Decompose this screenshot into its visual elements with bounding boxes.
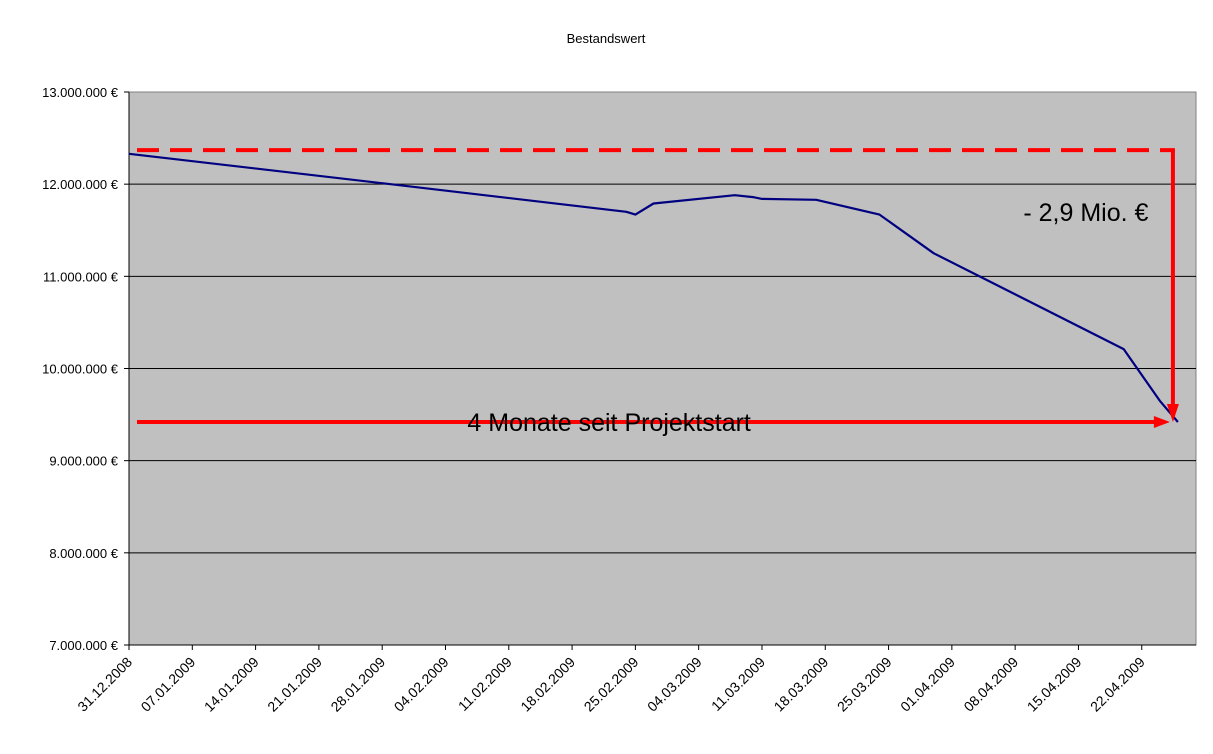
x-tick-label: 25.02.2009 xyxy=(581,654,642,715)
chart-title: Bestandswert xyxy=(567,31,646,46)
x-tick-label: 21.01.2009 xyxy=(264,654,325,715)
y-tick-label: 13.000.000 € xyxy=(42,85,119,100)
x-tick-label: 22.04.2009 xyxy=(1087,654,1148,715)
duration-arrow-head xyxy=(1153,415,1170,428)
y-tick-label: 8.000.000 € xyxy=(49,546,118,561)
y-tick-label: 7.000.000 € xyxy=(49,638,118,653)
annotations-layer: 4 Monate seit Projektstart - 2,9 Mio. € xyxy=(137,148,1179,437)
x-tick-label: 25.03.2009 xyxy=(834,654,895,715)
x-tick-label: 04.03.2009 xyxy=(644,654,705,715)
series-line xyxy=(128,152,1179,423)
duration-annotation: 4 Monate seit Projektstart xyxy=(467,409,751,437)
x-tick-label: 11.02.2009 xyxy=(455,654,515,714)
x-axis-ticks: 31.12.2008 07.01.2009 14.01.2009 21.01.2009… xyxy=(74,644,1196,715)
y-tick-label: 12.000.000 € xyxy=(42,177,119,192)
x-tick-label: 07.01.2009 xyxy=(138,654,199,715)
x-tick-label: 15.04.2009 xyxy=(1024,654,1085,715)
x-tick-label: 18.03.2009 xyxy=(771,654,832,715)
x-tick-label: 04.02.2009 xyxy=(391,654,452,715)
x-tick-label: 08.04.2009 xyxy=(960,654,1021,715)
x-tick-label: 11.03.2009 xyxy=(708,654,768,714)
gridlines xyxy=(129,183,1196,554)
loss-annotation: - 2,9 Mio. € xyxy=(1023,199,1148,227)
series-layer xyxy=(128,152,1179,423)
y-tick-label: 11.000.000 € xyxy=(43,269,119,284)
x-tick-label: 01.04.2009 xyxy=(897,654,958,715)
y-axis-ticks: 7.000.000 € 8.000.000 € 9.000.000 € 10.000.… xyxy=(42,85,130,653)
y-tick-label: 9.000.000 € xyxy=(49,454,118,469)
x-tick-label: 14.01.2009 xyxy=(201,654,262,715)
loss-arrow-head xyxy=(1166,403,1179,422)
x-tick-label: 31.12.2008 xyxy=(74,654,135,715)
x-tick-label: 18.02.2009 xyxy=(517,654,578,715)
y-tick-label: 10.000.000 € xyxy=(42,362,119,377)
x-tick-label: 28.01.2009 xyxy=(327,654,388,715)
